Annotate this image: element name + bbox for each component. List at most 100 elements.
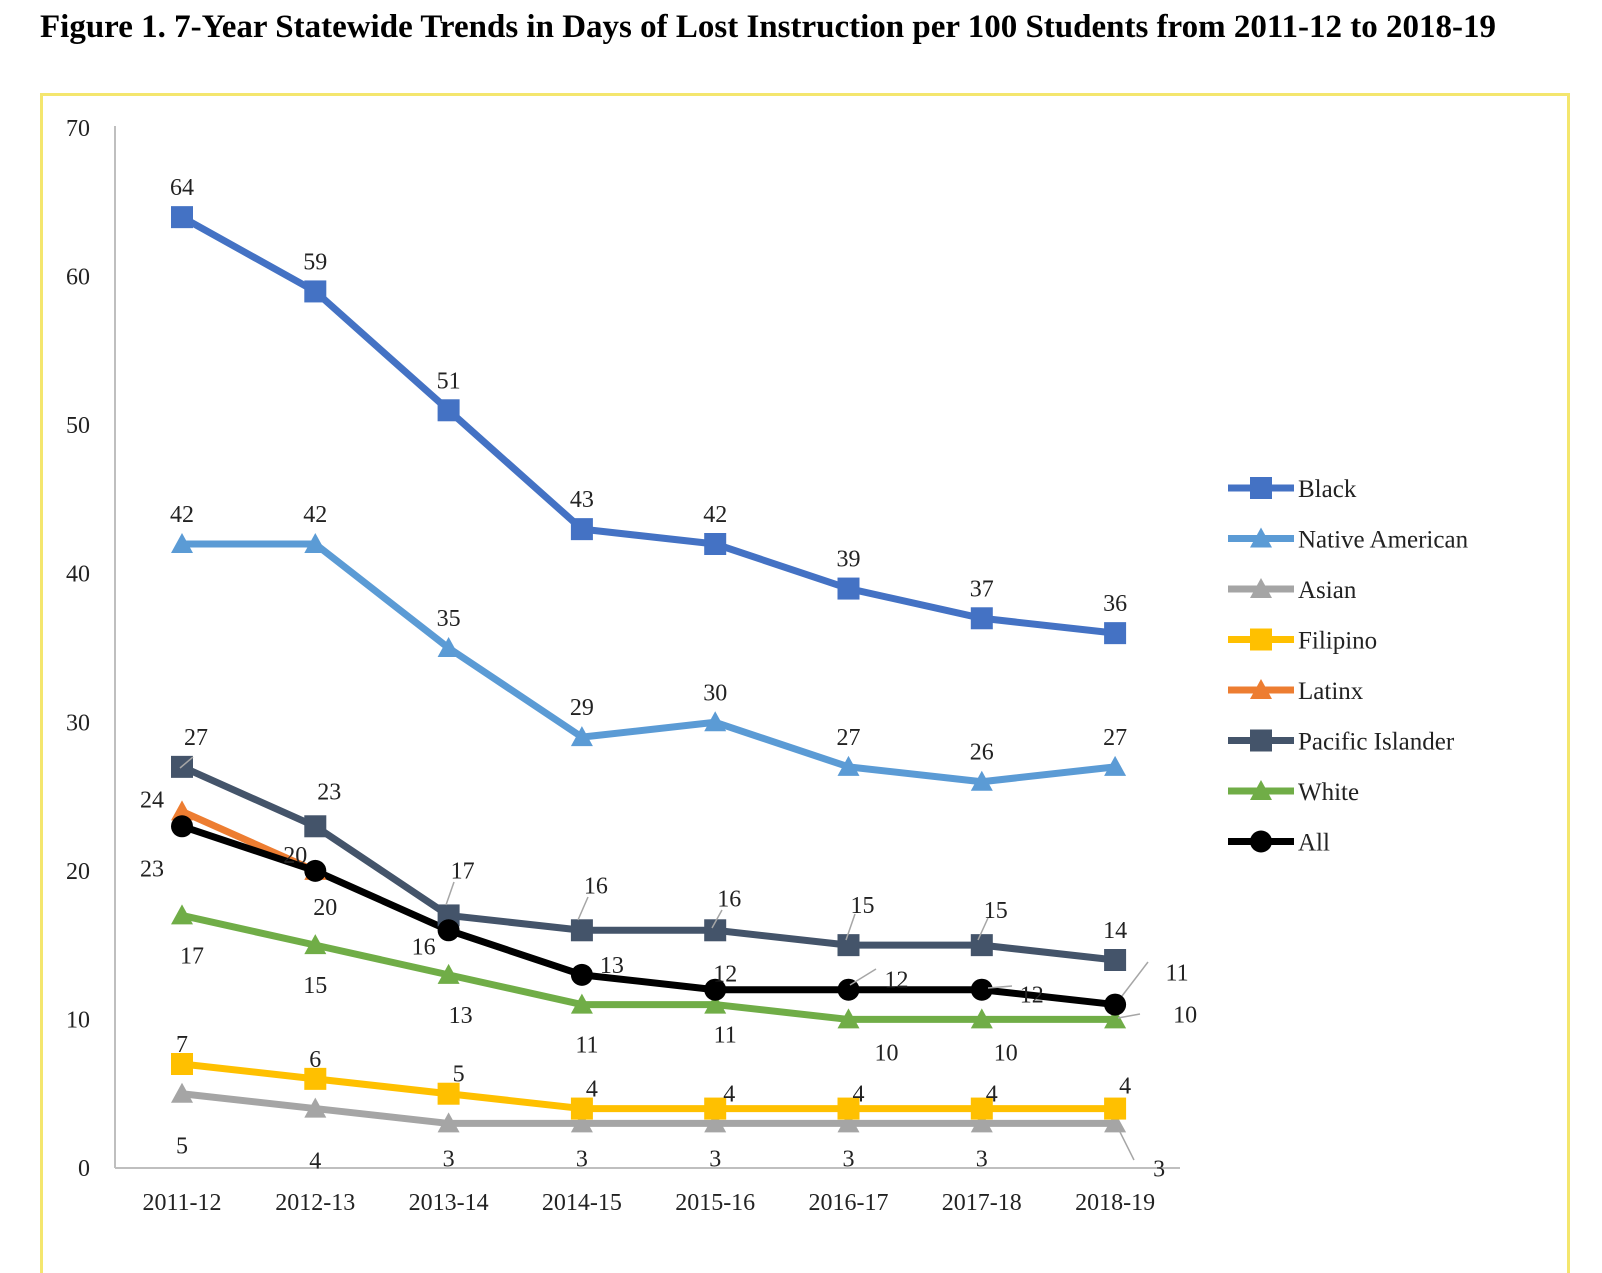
data-point-native-american (570, 726, 593, 747)
data-point-native-american (704, 711, 727, 732)
data-point-pacific-islander (304, 815, 327, 838)
label-leader-line (1117, 1127, 1135, 1161)
data-point-black (704, 533, 727, 555)
series-line-filipino (181, 1060, 1116, 1113)
data-label-native-american: 27 (1103, 725, 1127, 751)
legend-label-native-american: Native American (1298, 527, 1469, 554)
data-label-asian: 3 (843, 1146, 855, 1172)
legend-marker-pacific-islander (1250, 729, 1272, 752)
data-point-filipino (171, 1053, 193, 1075)
x-tick-label: 2015-16 (675, 1190, 755, 1216)
data-label-native-american: 42 (170, 502, 194, 528)
data-point-pacific-islander (837, 934, 860, 957)
data-point-filipino (837, 1097, 860, 1120)
data-point-filipino (570, 1097, 593, 1120)
data-point-native-american (304, 533, 327, 553)
data-point-native-american (837, 755, 860, 776)
data-point-filipino (304, 1067, 327, 1090)
data-point-black (570, 518, 593, 541)
data-point-all (704, 978, 727, 1001)
data-point-white (1104, 1008, 1127, 1029)
data-label-native-american: 27 (837, 725, 861, 751)
legend-marker-black (1250, 477, 1272, 499)
data-label-white: 10 (994, 1040, 1018, 1066)
data-label-black: 36 (1103, 591, 1127, 617)
y-tick-label: 10 (66, 1007, 90, 1033)
data-point-white (970, 1008, 993, 1029)
y-tick-label: 70 (66, 116, 90, 142)
data-label-white: 11 (714, 1023, 737, 1049)
label-leader-line (577, 896, 589, 921)
label-leader-line (1117, 1013, 1141, 1019)
data-point-pacific-islander (570, 919, 593, 942)
data-label-native-american: 30 (703, 680, 727, 706)
data-label-latinx: 24 (140, 787, 164, 813)
legend-marker-latinx (1250, 679, 1272, 699)
data-label-black: 51 (437, 368, 461, 394)
data-point-all (1104, 993, 1127, 1016)
data-label-white: 15 (303, 973, 327, 999)
data-label-black: 59 (303, 249, 327, 275)
data-label-all: 23 (140, 856, 164, 882)
data-label-black: 39 (837, 547, 861, 573)
data-label-native-american: 35 (437, 606, 461, 632)
legend-marker-all (1250, 830, 1272, 853)
label-leader-line (1121, 961, 1149, 997)
data-label-filipino: 4 (586, 1077, 598, 1103)
label-leader-line (845, 913, 856, 941)
data-point-pacific-islander (704, 919, 727, 942)
series-line-asian (181, 1090, 1116, 1127)
y-tick-label: 20 (66, 859, 90, 885)
legend-label-asian: Asian (1298, 577, 1357, 604)
series-line-black (180, 214, 1116, 637)
y-tick-label: 40 (66, 562, 90, 588)
data-label-white: 10 (875, 1040, 899, 1066)
data-label-pacific-islander: 16 (717, 886, 741, 912)
data-point-white (704, 993, 727, 1014)
legend-marker-native-american (1250, 527, 1272, 548)
data-point-asian (704, 1112, 727, 1133)
data-label-pacific-islander: 27 (184, 725, 208, 751)
data-label-pacific-islander: 15 (851, 893, 875, 919)
data-label-asian: 3 (976, 1146, 988, 1172)
data-label-all: 11 (1166, 961, 1189, 987)
data-point-native-american (1104, 755, 1127, 776)
legend-label-black: Black (1298, 476, 1357, 503)
legend-marker-filipino (1250, 628, 1272, 651)
data-point-filipino (704, 1097, 727, 1120)
data-label-asian: 3 (1153, 1156, 1165, 1182)
data-point-black (304, 280, 327, 303)
data-point-native-american (437, 637, 460, 657)
legend-label-pacific-islander: Pacific Islander (1298, 729, 1455, 756)
data-point-asian (837, 1112, 860, 1133)
data-point-pacific-islander (970, 934, 993, 957)
data-label-pacific-islander: 16 (584, 873, 608, 899)
data-point-pacific-islander (1104, 949, 1127, 971)
data-label-filipino: 4 (986, 1082, 998, 1108)
data-label-filipino: 5 (453, 1062, 465, 1088)
data-label-all: 12 (885, 968, 909, 994)
data-point-white (837, 1008, 860, 1029)
series-line-native-american (182, 540, 1116, 786)
legend-marker-asian (1250, 578, 1272, 598)
x-tick-label: 2014-15 (542, 1190, 622, 1216)
data-label-native-american: 26 (970, 740, 994, 766)
x-tick-label: 2012-13 (275, 1190, 355, 1216)
data-label-native-american: 29 (570, 695, 594, 721)
data-point-all (304, 859, 327, 882)
data-label-white: 11 (575, 1033, 598, 1059)
data-point-black (1104, 622, 1127, 645)
series-line-white (181, 912, 1116, 1023)
data-point-all (837, 978, 860, 1001)
data-label-all: 16 (412, 934, 436, 960)
chart-frame (40, 93, 1570, 1273)
data-point-native-american (970, 770, 993, 791)
series-line-pacific-islander (180, 763, 1116, 964)
data-point-asian (970, 1112, 993, 1133)
data-label-white: 17 (180, 943, 204, 969)
y-tick-label: 60 (66, 265, 90, 291)
data-point-asian (570, 1112, 593, 1133)
series-line-all (180, 822, 1116, 1009)
x-tick-label: 2013-14 (409, 1190, 489, 1216)
